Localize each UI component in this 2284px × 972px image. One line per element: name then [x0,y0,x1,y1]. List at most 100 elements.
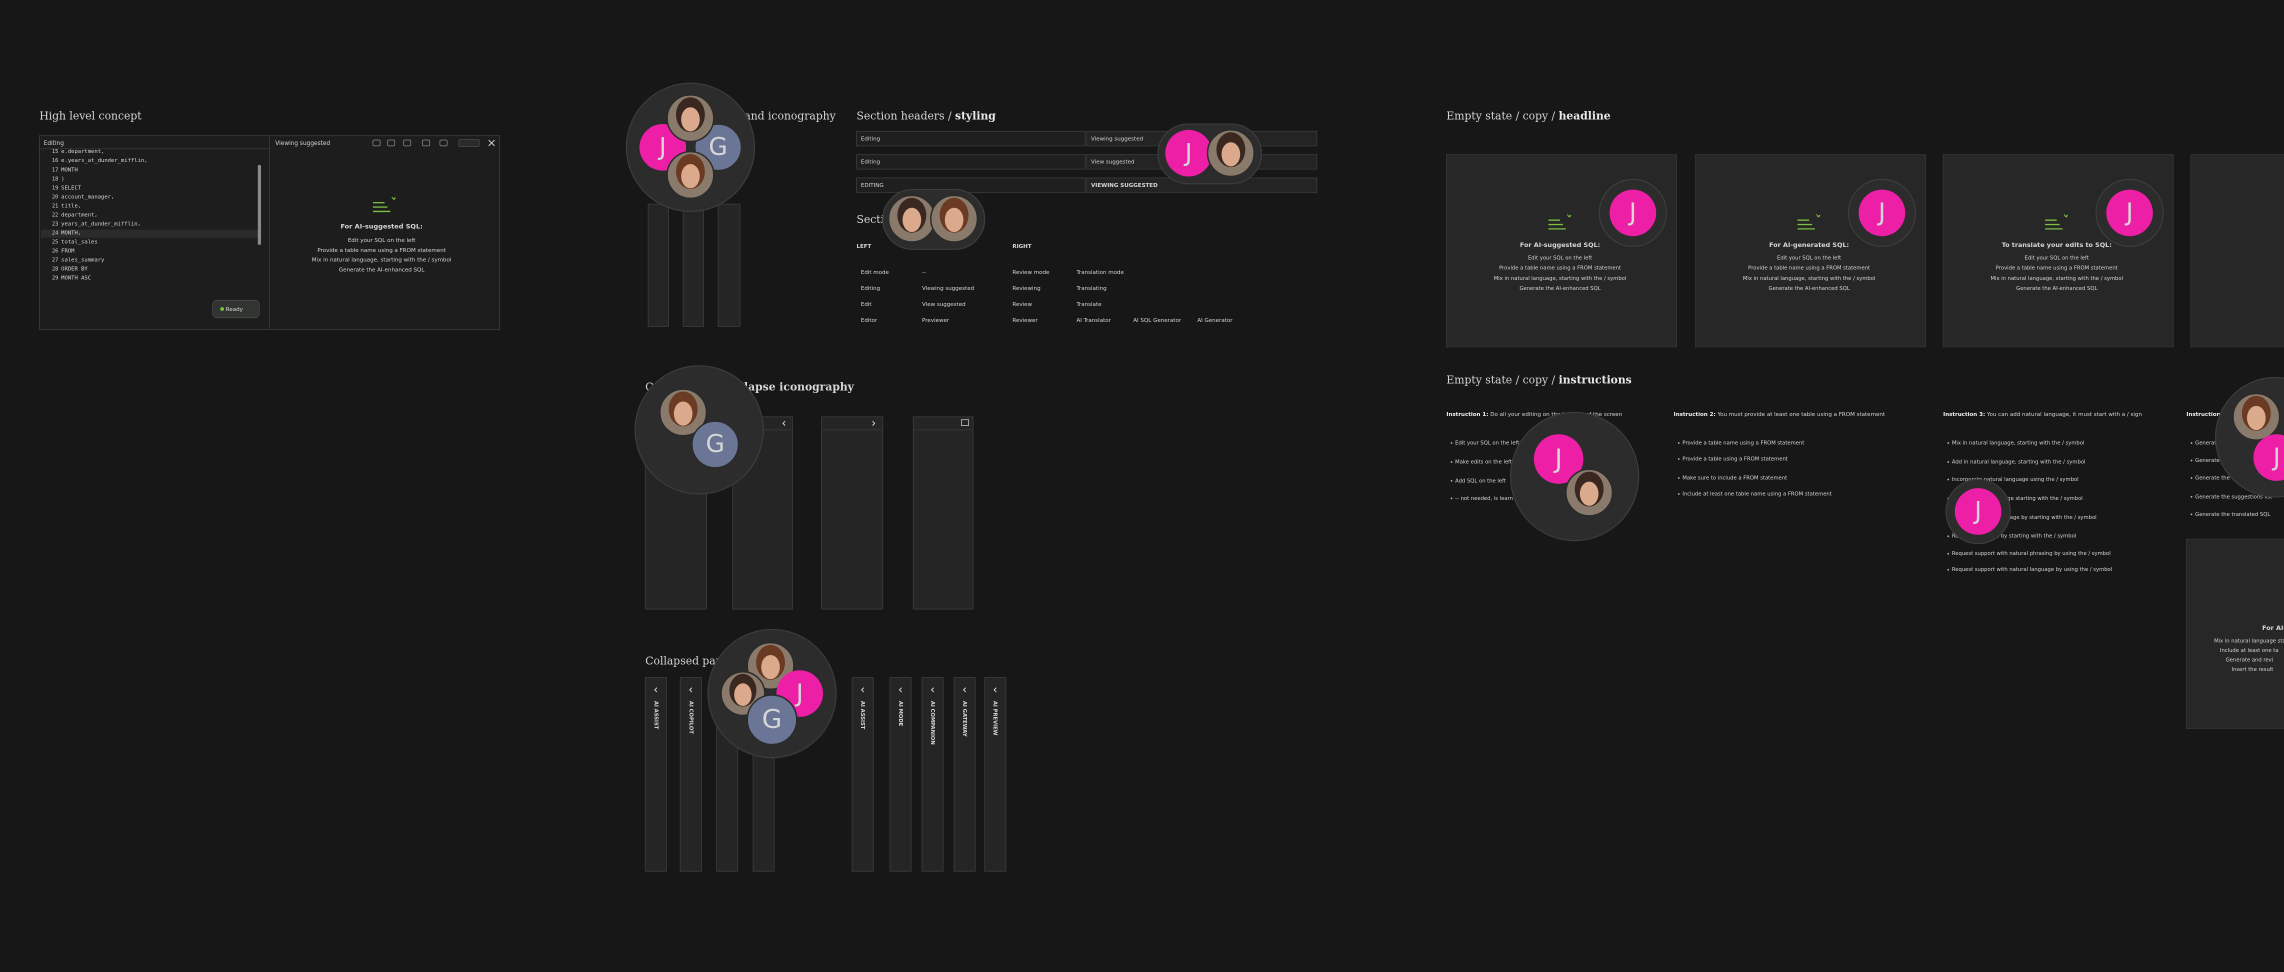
collapsed-column [682,203,704,327]
column-label: LEFT [857,244,872,250]
line-number: 20 [52,194,58,200]
chevron-icon[interactable] [860,687,865,693]
collapsed-column [647,203,670,327]
ready-dot [220,307,225,311]
chevron-icon[interactable] [872,420,876,426]
line-number: 19 [52,185,58,191]
instruction-item: Request natural language by starting wit… [1952,515,2097,521]
instruction-item: Incorporate natural language using the /… [1952,477,2079,483]
toolbar-icon [422,139,431,147]
chevron-icon[interactable] [993,687,997,693]
code-line: MONTH [61,167,78,173]
term: Viewing suggested [922,286,974,292]
code-line: e.department, [61,149,104,155]
expand-icon[interactable] [961,419,970,426]
term: Reviewing [1012,286,1040,292]
avatar-initial: G [706,429,725,458]
instruction-item: Add SQL on the left [1455,478,1506,484]
section-heading: and iconography [744,110,836,123]
bullet-text: Edit your SQL on the left [2025,256,2089,262]
chevron-icon[interactable] [898,687,902,693]
bullet-dot [2190,513,2193,516]
line-number: 29 [52,276,58,282]
card-title: For AI- [2262,624,2284,632]
empty-state-card [2190,154,2284,348]
bullet-text: Mix in natural language, starting with t… [312,258,452,264]
instruction-item: Provide a table name using a FROM statem… [1682,441,1804,447]
heading-emphasis: styling [955,110,996,123]
instruction-item: Request support with natural language by… [1952,567,2112,573]
term: Editing [861,286,880,292]
bullet-dot [2190,477,2193,479]
code-line: MONTH, [61,230,81,236]
instruction-item: Mix in natural language, starting with t… [1952,441,2085,447]
line-number: 26 [52,249,58,255]
bullet-text: Provide a table name using a FROM statem… [317,248,446,254]
bullet-dot [2190,442,2193,444]
term: Translating [1075,286,1106,292]
code-line: FROM [61,249,75,255]
bullet-text: Mix in natural language, starting with t… [1494,276,1627,282]
term: Reviewer [1012,318,1038,324]
bullet-text: Include at least one ta [2220,648,2279,654]
photo-face [902,207,922,232]
tab-label: Viewing suggested [275,141,330,147]
line-number: 25 [52,240,58,246]
code-line: title, [61,203,81,209]
avatar-initial: G [709,132,728,161]
collapsed-strip [889,677,912,872]
avatar-group [625,82,756,213]
bullet-dot [1677,493,1680,495]
section-heading: Collapsed pan [645,655,722,668]
instruction-header: Instruction 1: Do all your editing on th… [1446,411,1622,417]
instruction-item: Generate the [2195,475,2230,481]
sparkle [391,196,396,201]
instruction-header: Instruction [2186,411,2220,417]
ready-button[interactable] [212,299,260,319]
code-line: total_sales [61,240,98,246]
chevron-icon[interactable] [654,687,658,693]
close-icon[interactable] [488,139,495,147]
instruction-item: Edit your SQL on the left [1455,441,1519,447]
toolbar-icon [387,139,396,147]
avatar-j [2106,189,2153,237]
chevron-icon[interactable] [930,687,935,693]
avatar-j [1858,189,1906,237]
bullet-dot [2190,459,2193,462]
avatar-initial: J [1972,496,1981,525]
avatar-initial: J [1876,198,1885,227]
collapsed-strip [984,677,1007,872]
photo-face [1579,481,1599,506]
bullet-text: Generate and revi [2226,658,2273,664]
collapsed-strip [953,677,976,872]
column-label: RIGHT [1012,244,1031,250]
chevron-icon[interactable] [782,420,786,426]
page-indicator [458,138,480,147]
instruction-header: Instruction 3: You can add natural langu… [1943,411,2142,417]
term: -- [922,270,926,276]
avatar-j [2253,434,2284,481]
bullet-text: Generate the AI-enhanced SQL [1769,286,1850,292]
instruction-label: Instruction 3: [1943,411,1985,417]
code-line: ORDER BY [61,267,88,273]
header-cell [856,130,1086,147]
strip-label: AI ASSIST [652,701,658,730]
card-title: For AI-suggested SQL: [1520,241,1600,249]
avatar-initial: J [2124,198,2133,227]
collapsed-strip [644,677,667,872]
section-heading: Secti [857,213,885,226]
chevron-icon[interactable] [962,687,967,693]
term: Review [1012,302,1032,308]
instruction-label: Instruction [2186,411,2220,417]
strip-label: AI PREVIEW [992,701,998,736]
code-line: account_manager, [61,194,114,200]
bullet-text: Mix in natural language, starting with t… [1990,276,2123,282]
photo-face [944,207,964,232]
line-number: 15 [52,149,58,155]
header-text: VIEWING SUGGESTED [1091,183,1158,189]
bullet-text: Edit your SQL on the left [1528,256,1592,262]
instruction-item: Include at least one table name using a … [1682,492,1831,498]
line-number: 28 [52,267,58,273]
chevron-icon[interactable] [689,687,693,693]
term: Translation mode [1075,270,1124,276]
